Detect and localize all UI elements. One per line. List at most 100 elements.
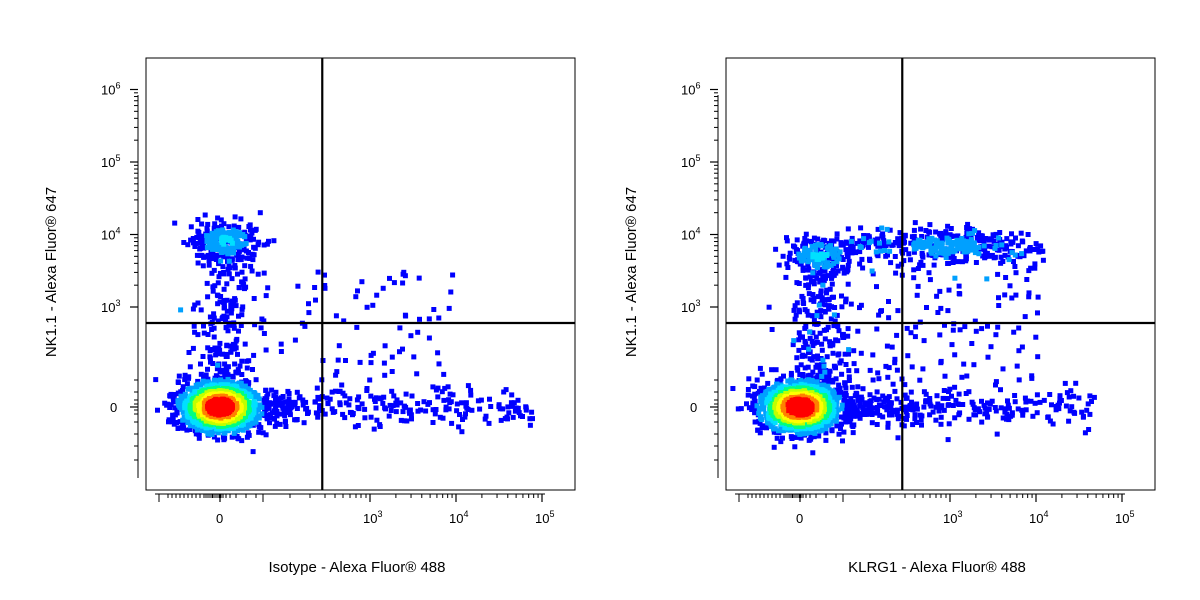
event-dot [843,247,849,253]
event-dot [840,438,845,444]
event-dot [934,293,940,299]
event-dot [794,300,800,306]
event-dot [887,248,893,254]
event-dot [794,434,800,440]
event-dot [167,405,173,410]
event-dot [787,250,793,256]
event-dot [1011,259,1016,264]
x-tick-label: 0 [216,511,223,526]
event-dot [1002,246,1008,252]
event-dot [292,417,298,423]
event-dot [757,430,763,436]
event-dot [194,252,200,258]
event-dot [431,307,437,312]
event-dot [274,420,280,426]
event-dot [229,276,235,282]
event-dot [1055,402,1061,408]
event-dot [965,244,971,250]
event-dot [222,305,227,311]
event-dot [1000,366,1006,372]
event-dot [777,395,783,400]
event-dot [1067,408,1073,414]
event-dot [240,304,246,310]
event-dot [774,381,780,387]
event-dot [250,449,256,455]
event-dot [251,236,256,242]
event-dot [840,331,846,337]
event-dot [814,339,820,345]
event-dot [274,396,280,402]
event-dot [947,254,952,260]
event-dot [218,369,224,375]
event-dot [805,285,811,291]
event-dot [500,406,506,412]
event-dot [752,419,758,425]
event-dot [184,427,190,433]
event-dot [773,246,779,252]
event-dot [283,399,289,405]
event-dot [264,394,270,400]
event-dot [236,224,242,230]
event-dot [937,288,943,294]
event-dot [252,227,258,233]
event-dot [857,415,863,421]
event-dot [389,369,395,374]
event-dot [861,236,867,242]
event-dot [972,318,978,324]
event-dot [788,370,794,376]
event-dot [936,408,942,414]
event-dot [374,417,380,423]
event-dot [952,247,958,253]
event-dot [850,430,856,436]
event-dot [1003,243,1008,249]
event-dot [814,275,820,281]
event-dot [1032,265,1038,271]
event-dot [867,399,873,404]
event-dot [172,220,178,226]
event-dot [814,313,820,319]
event-dot [919,422,924,428]
event-dot [904,413,910,418]
event-dot [402,273,408,279]
event-dot [961,242,967,248]
event-dot [820,254,826,260]
event-dot [918,417,924,423]
event-dot [315,411,321,417]
event-dot [228,381,233,386]
event-dot [202,212,208,218]
event-dot [838,426,843,431]
event-dot [752,398,758,404]
event-dot [218,249,224,254]
event-dot [233,229,239,234]
event-dot [803,341,809,347]
event-dot [242,263,248,269]
event-dot [167,393,173,399]
event-dot [196,430,202,436]
event-dot [197,246,203,251]
event-dot [784,238,790,244]
event-dot [815,236,821,242]
event-dot [214,366,220,372]
event-dot [776,428,781,434]
event-dot [449,420,455,426]
event-dot [1072,410,1078,416]
event-dot [1028,265,1034,271]
event-dot [263,387,269,393]
event-dot [247,237,253,243]
event-dot [397,325,403,331]
event-dot [807,356,813,362]
event-dot [796,251,802,257]
event-dot [859,411,865,417]
event-dot [253,419,259,425]
event-dot [921,404,927,410]
event-dot [997,230,1003,235]
event-dot [937,332,943,338]
event-dot [933,229,939,235]
event-dot [834,259,840,265]
event-dot [482,416,488,422]
event-dot [171,392,177,397]
event-dot [827,339,833,345]
event-dot [266,400,272,406]
event-dot [848,396,854,402]
